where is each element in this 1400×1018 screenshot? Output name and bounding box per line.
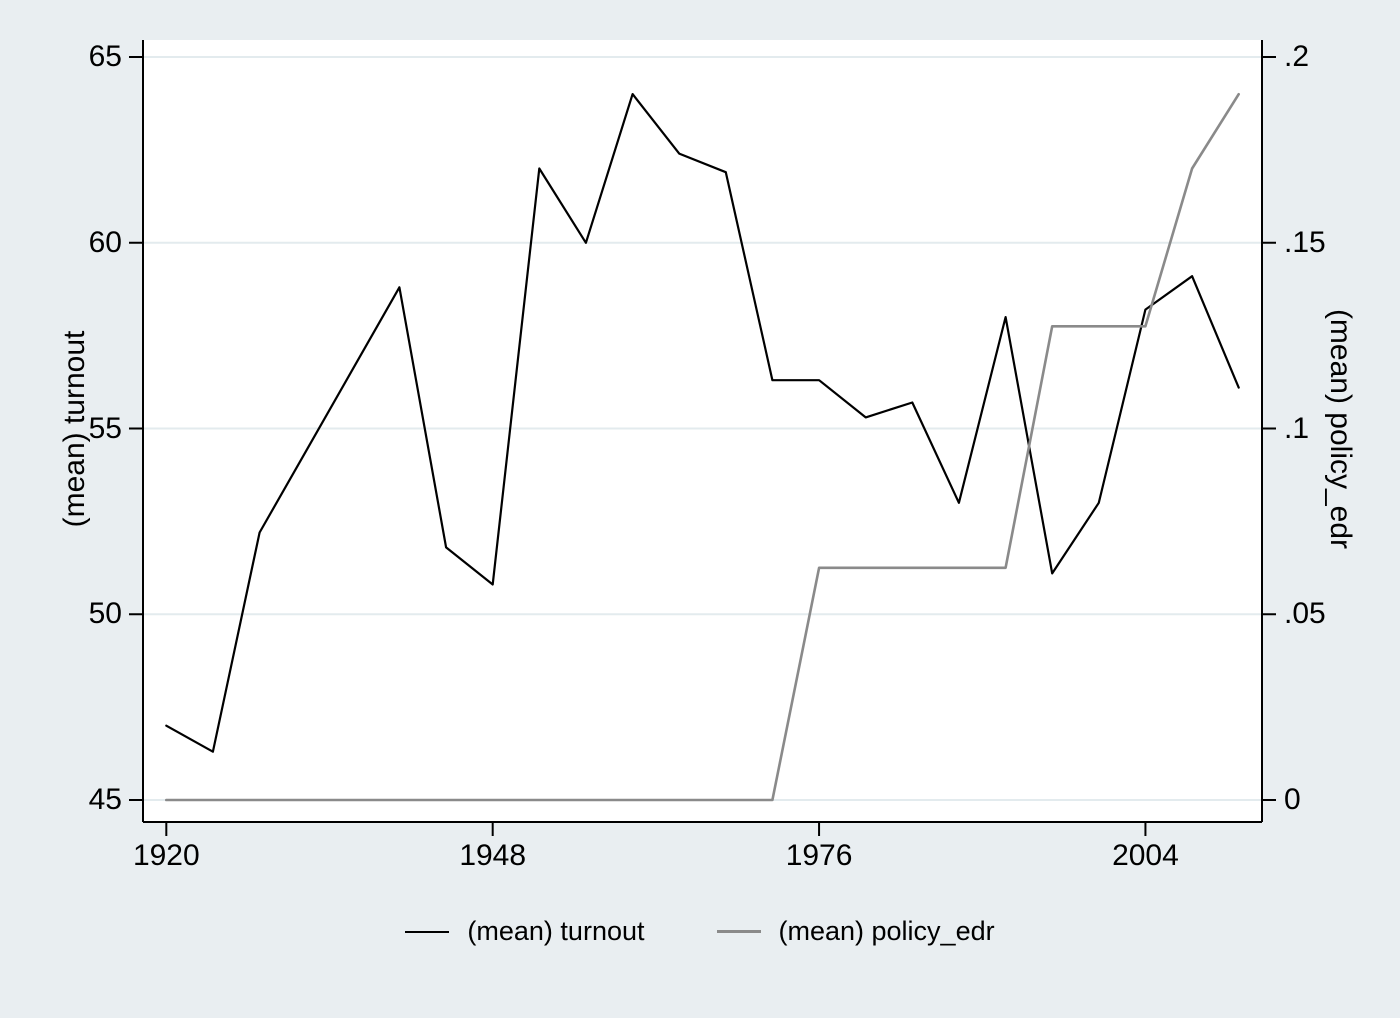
left-tick-label: 50	[88, 597, 122, 631]
series-line-0	[165, 92, 1240, 753]
policy-edr-line-swatch	[716, 930, 761, 933]
legend-label-policy-edr: (mean) policy_edr	[778, 916, 995, 946]
x-tick-label: 1976	[785, 839, 853, 872]
legend: (mean) turnout (mean) policy_edr	[0, 916, 1400, 947]
x-tick-label: 2004	[1112, 839, 1179, 872]
left-tick-label: 45	[88, 783, 122, 816]
right-tick-label: .2	[1284, 40, 1310, 73]
legend-item-turnout: (mean) turnout	[405, 916, 645, 947]
series-line-1	[165, 92, 1240, 802]
left-tick-label: 60	[88, 225, 122, 259]
left-tick-label: 65	[88, 40, 122, 73]
x-tick-label: 1920	[132, 839, 200, 872]
x-tick-label: 1948	[459, 839, 527, 872]
right-tick-label: .1	[1284, 411, 1310, 445]
plot-region	[143, 40, 1262, 822]
right-tick-label: .15	[1284, 225, 1326, 259]
left-tick-label: 55	[88, 411, 122, 445]
legend-label-turnout: (mean) turnout	[467, 916, 645, 946]
right-tick-label: .05	[1284, 597, 1326, 631]
legend-item-policy-edr: (mean) policy_edr	[716, 916, 995, 947]
turnout-line-swatch	[405, 930, 450, 933]
right-tick-label: 0	[1284, 783, 1301, 816]
